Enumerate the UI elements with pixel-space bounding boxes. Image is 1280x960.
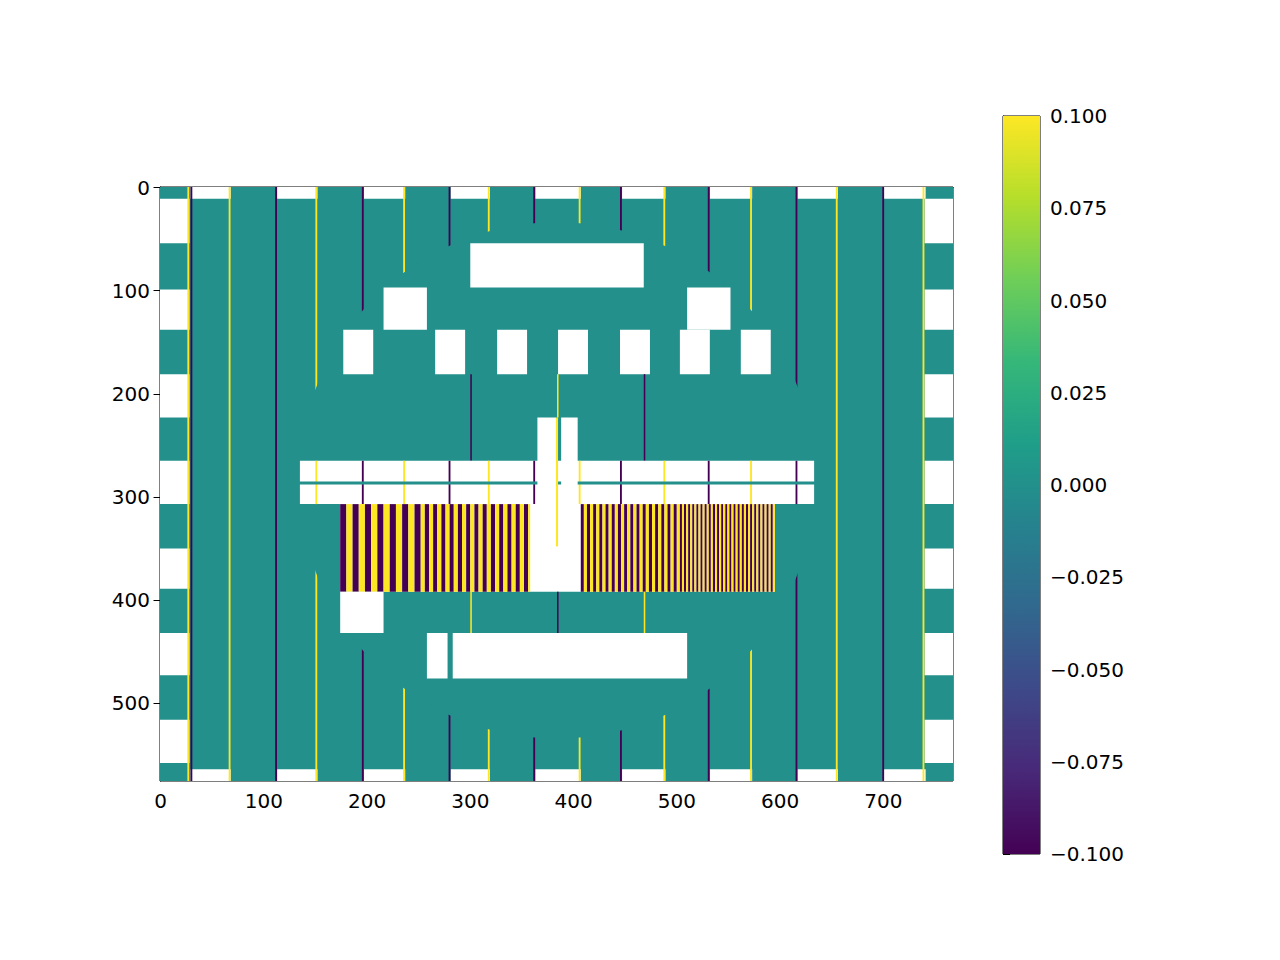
svg-text:600: 600: [761, 789, 799, 813]
svg-text:200: 200: [348, 789, 386, 813]
svg-text:0.000: 0.000: [1050, 473, 1107, 497]
svg-text:0: 0: [154, 789, 167, 813]
svg-text:700: 700: [864, 789, 902, 813]
svg-text:300: 300: [112, 485, 150, 509]
svg-text:100: 100: [112, 279, 150, 303]
svg-text:0: 0: [137, 176, 150, 200]
svg-text:0.025: 0.025: [1050, 381, 1107, 405]
svg-text:100: 100: [245, 789, 283, 813]
svg-text:300: 300: [451, 789, 489, 813]
svg-text:−0.100: −0.100: [1050, 842, 1124, 866]
svg-text:200: 200: [112, 382, 150, 406]
svg-text:500: 500: [658, 789, 696, 813]
svg-text:400: 400: [112, 588, 150, 612]
svg-text:−0.025: −0.025: [1050, 565, 1124, 589]
svg-text:0.075: 0.075: [1050, 196, 1107, 220]
svg-text:0.100: 0.100: [1050, 104, 1107, 128]
svg-text:500: 500: [112, 691, 150, 715]
svg-text:−0.050: −0.050: [1050, 658, 1124, 682]
svg-text:−0.075: −0.075: [1050, 750, 1124, 774]
svg-text:400: 400: [554, 789, 592, 813]
svg-text:0.050: 0.050: [1050, 289, 1107, 313]
